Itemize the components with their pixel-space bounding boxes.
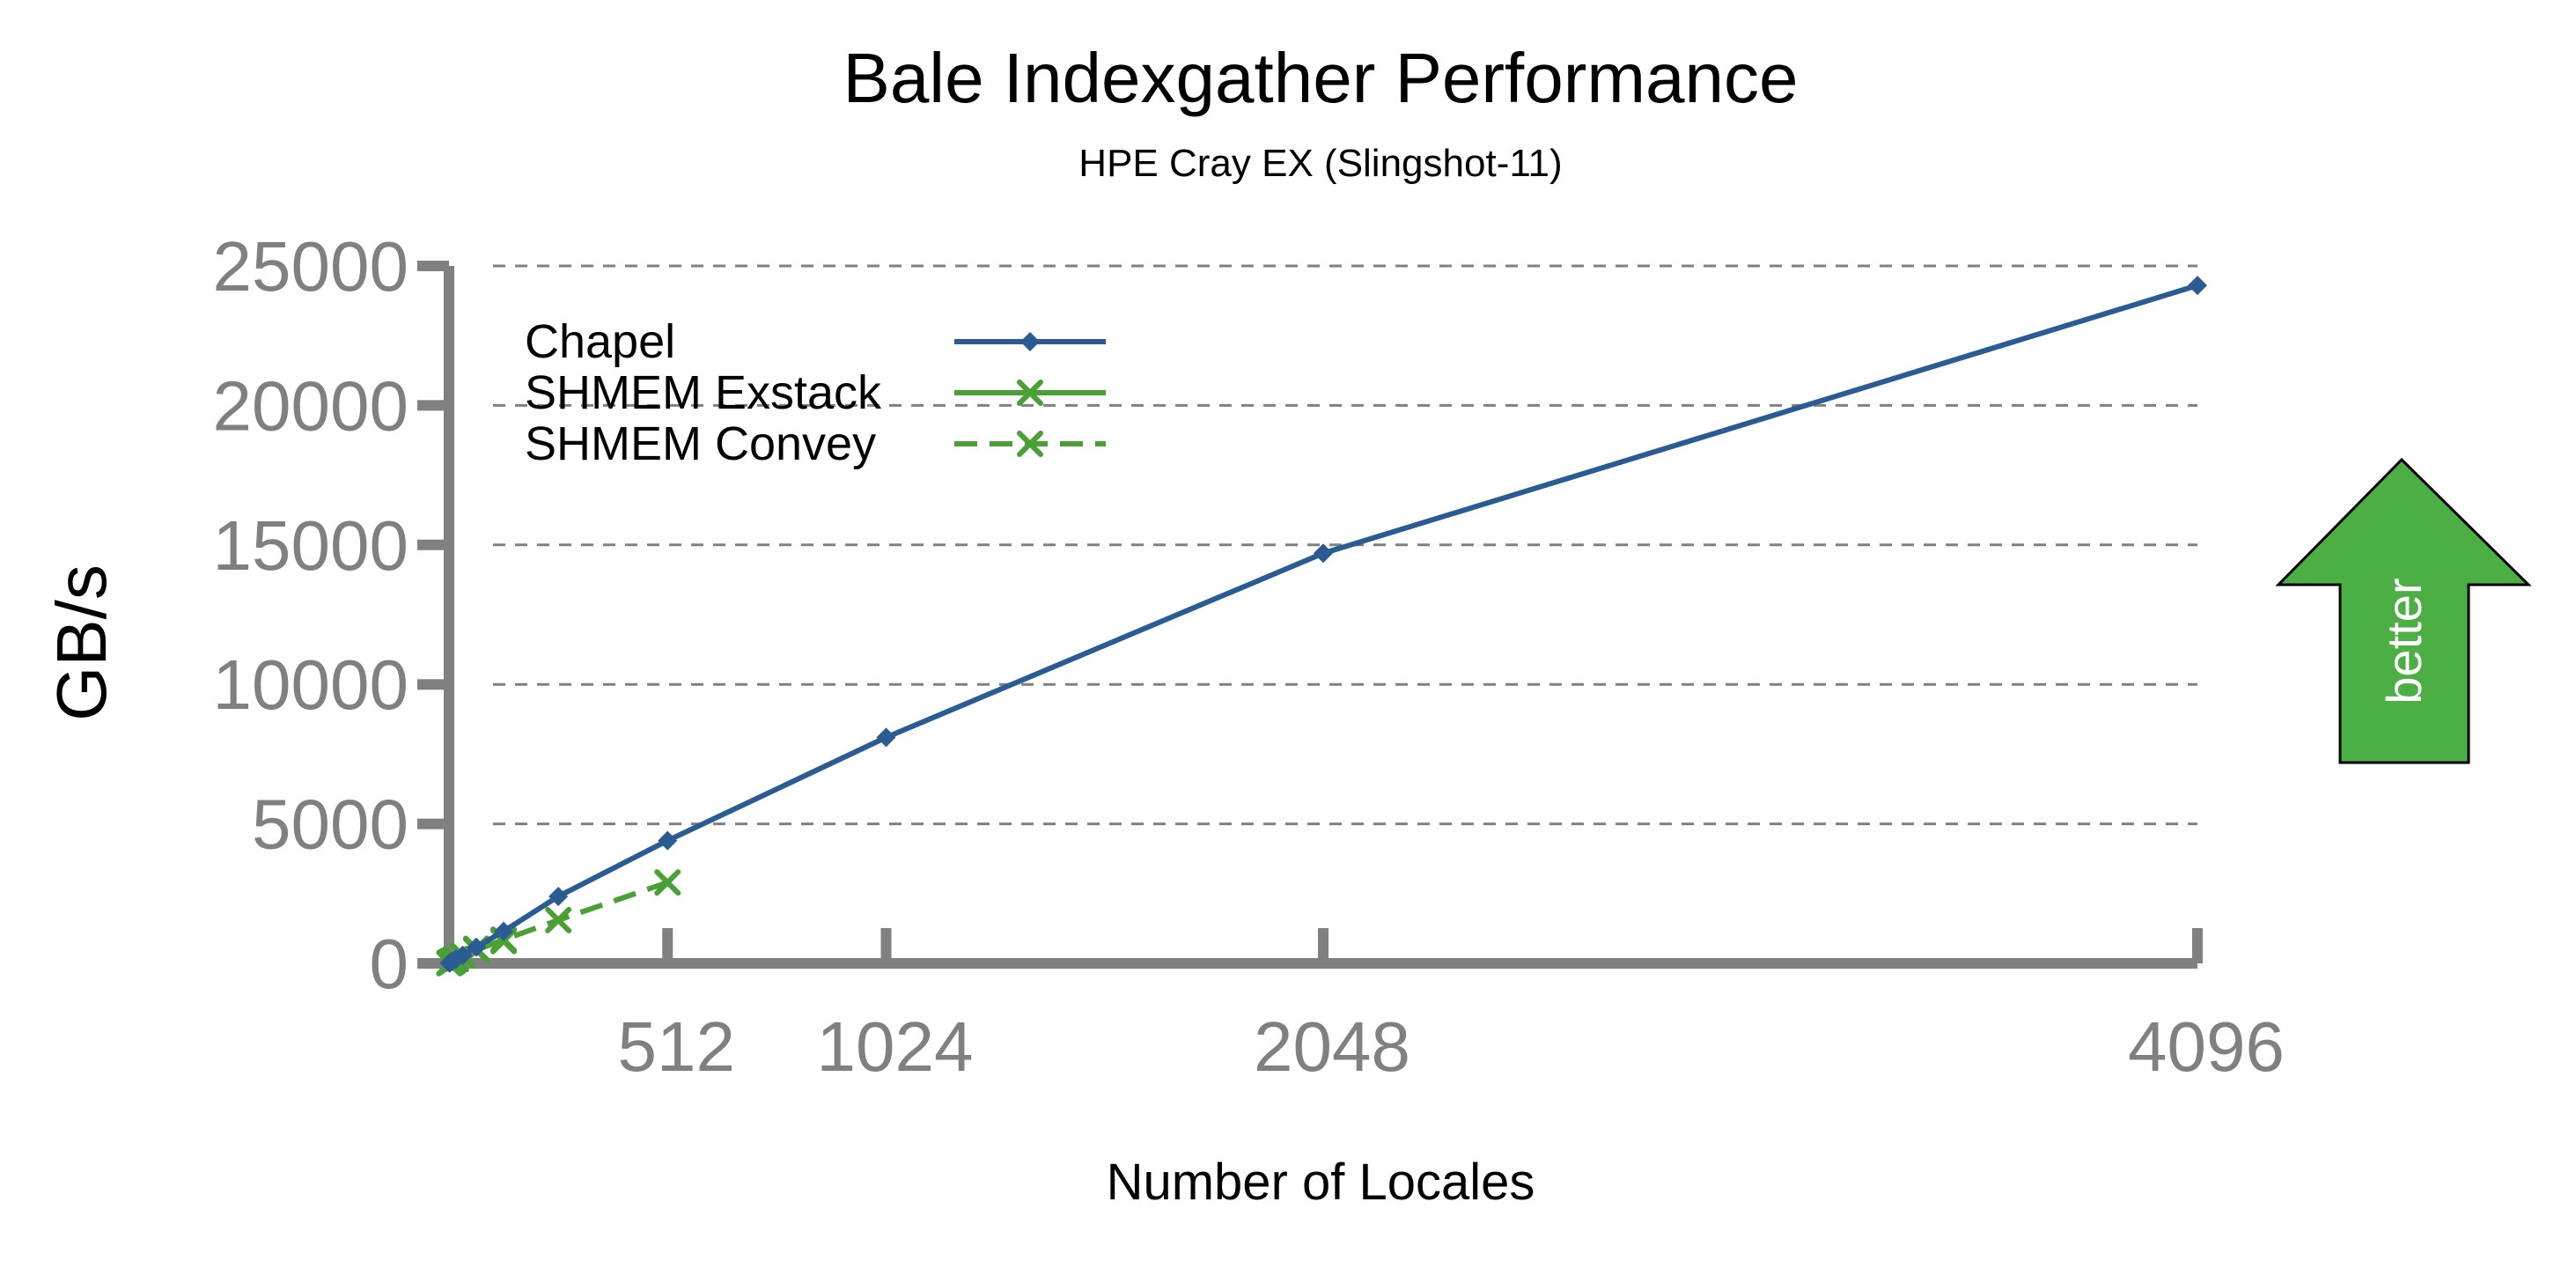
- data-point: [548, 886, 569, 906]
- legend-label: SHMEM Convey: [525, 417, 876, 470]
- x-tick-label: 1024: [817, 1007, 974, 1086]
- legend-item: SHMEM Exstack: [525, 366, 1106, 419]
- data-point: [1017, 380, 1043, 406]
- data-point: [453, 945, 473, 965]
- x-tick-label: 512: [618, 1007, 735, 1086]
- data-point: [1017, 431, 1043, 457]
- series-chapel: [439, 276, 2207, 973]
- x-tick-labels: 512 1024 2048 4096: [618, 1007, 2285, 1086]
- data-point: [2188, 276, 2207, 296]
- y-tick-label: 15000: [213, 506, 408, 585]
- y-tick-label: 25000: [213, 227, 408, 306]
- chart-title: Bale Indexgather Performance: [843, 39, 1798, 117]
- y-tick-label: 10000: [213, 645, 408, 724]
- x-tick-label: 4096: [2128, 1007, 2285, 1086]
- data-point: [654, 869, 681, 896]
- data-point: [545, 906, 572, 933]
- y-tick-labels: 0 5000 10000 15000 20000 25000: [213, 227, 408, 1003]
- better-arrow-shape: [2275, 457, 2532, 764]
- chart-subtitle: HPE Cray EX (Slingshot-11): [1078, 142, 1562, 185]
- x-axis-label: Number of Locales: [1107, 1154, 1535, 1211]
- data-point: [494, 921, 514, 941]
- better-label: better: [2376, 578, 2432, 704]
- data-point: [467, 937, 487, 957]
- legend-item: SHMEM Convey: [525, 417, 1106, 470]
- x-tick-label: 2048: [1254, 1007, 1410, 1086]
- data-point: [658, 830, 678, 851]
- data-point: [1314, 543, 1333, 564]
- y-tick-label: 5000: [252, 785, 408, 864]
- better-arrow: better: [2275, 457, 2532, 764]
- axes: [417, 261, 2203, 969]
- data-point: [876, 727, 896, 748]
- legend-label: SHMEM Exstack: [525, 366, 882, 419]
- gridlines: [493, 264, 2197, 826]
- y-tick-label: 20000: [213, 366, 408, 445]
- series: [436, 276, 2207, 977]
- legend-item: Chapel: [525, 315, 1106, 368]
- y-tick-label: 0: [370, 925, 409, 1003]
- data-point: [1020, 332, 1040, 351]
- legend-label: Chapel: [525, 315, 675, 368]
- y-axis-label: GB/s: [42, 564, 121, 721]
